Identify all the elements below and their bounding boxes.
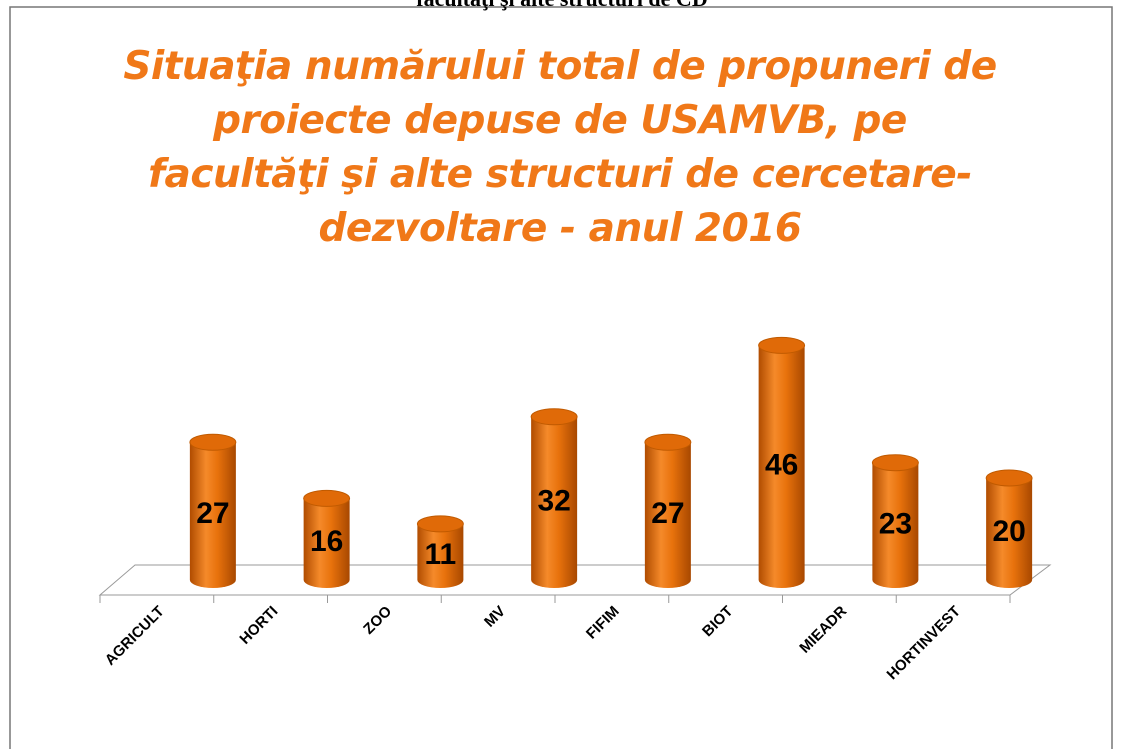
value-label: 27 — [196, 497, 229, 530]
cylinder — [303, 498, 350, 588]
x-tick-label: HORTINVEST — [884, 603, 964, 683]
cylinder — [872, 462, 919, 588]
cylinder — [531, 416, 578, 588]
x-tick-label: ZOO — [360, 603, 395, 638]
value-label: 32 — [537, 484, 570, 517]
cylinder-top — [985, 469, 1033, 487]
value-label: 16 — [310, 525, 343, 558]
cylinder-top — [303, 489, 351, 507]
x-tick-label: FIFIM — [583, 603, 623, 643]
value-label: 11 — [425, 538, 457, 571]
x-tick-label: BIOT — [699, 603, 736, 640]
frame — [9, 6, 1113, 749]
x-tick-label: MIEADR — [796, 603, 850, 657]
header: facultăţi şi alte structuri de CD — [0, 0, 1124, 12]
x-tick-label: AGRICULT — [102, 603, 168, 669]
cylinder — [986, 478, 1033, 588]
cylinder-top — [871, 454, 919, 472]
x-tick-label: HORTI — [236, 603, 281, 648]
x-tick-label: MV — [481, 603, 509, 631]
cylinder — [189, 442, 236, 588]
cylinder-top — [416, 515, 464, 533]
cylinder-top — [189, 433, 237, 451]
cylinder-top — [530, 408, 578, 426]
cylinder — [758, 345, 805, 588]
chart-title: Situaţia numărului total de propuneri de… — [123, 44, 997, 251]
value-label: 20 — [992, 515, 1025, 548]
value-label: 23 — [879, 507, 912, 540]
value-label: 27 — [651, 497, 684, 530]
value-label: 46 — [765, 449, 798, 482]
cylinder — [417, 523, 464, 588]
cylinder — [644, 442, 691, 588]
cylinder-top — [644, 433, 692, 451]
cylinder-top — [758, 336, 806, 354]
